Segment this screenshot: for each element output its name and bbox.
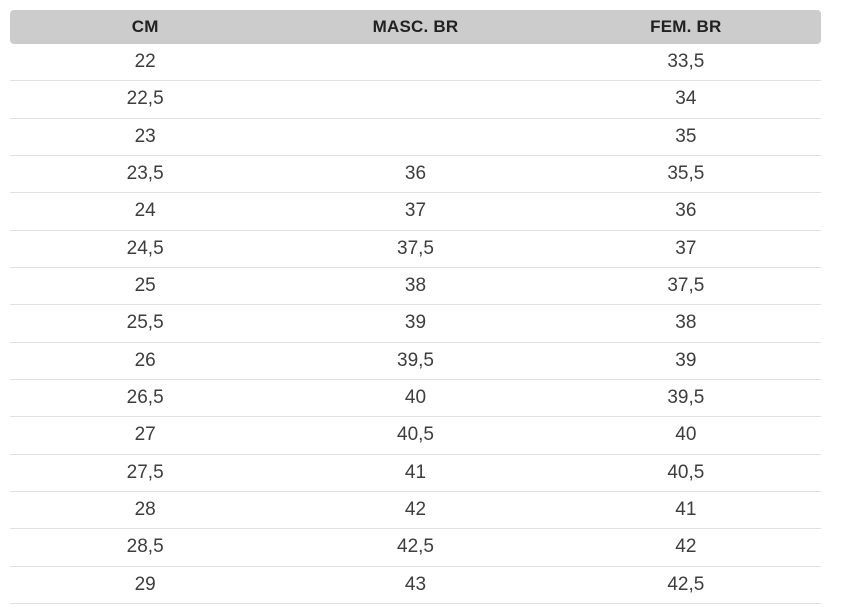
table-cell: 39,5 xyxy=(397,349,434,371)
table-cell: 25 xyxy=(134,275,156,297)
table-cell: 42 xyxy=(675,536,697,558)
table-cell: 29 xyxy=(134,573,156,595)
table-cell: 23,5 xyxy=(126,163,164,185)
table-cell: 41 xyxy=(675,499,697,521)
table-cell: 41 xyxy=(404,461,427,483)
column-header-fem-br: FEM. BR xyxy=(650,17,722,36)
table-cell: 40 xyxy=(404,387,427,409)
table-cell: 39 xyxy=(675,349,697,371)
table-cell: 34 xyxy=(675,88,697,110)
table-cell: 37,5 xyxy=(667,275,705,297)
table-row: 24 37 36 xyxy=(10,193,821,231)
table-cell: 37 xyxy=(404,200,427,222)
table-row: 25,5 39 38 xyxy=(10,305,821,343)
table-cell: 27,5 xyxy=(126,461,164,483)
table-row: 26 39,5 39 xyxy=(10,343,821,380)
table-cell: 28 xyxy=(134,499,156,521)
table-cell: 42 xyxy=(404,499,427,521)
table-row: 27,5 41 40,5 xyxy=(10,455,821,492)
table-row: 22,5 34 xyxy=(10,81,821,119)
table-cell: 35,5 xyxy=(667,163,705,185)
table-row: 23,5 36 35,5 xyxy=(10,156,821,194)
column-header-masc-br: MASC. BR xyxy=(372,17,459,36)
table-cell: 42,5 xyxy=(667,573,705,595)
table-cell: 24,5 xyxy=(126,237,164,259)
table-row: 23 35 xyxy=(10,119,821,156)
table-cell: 26 xyxy=(134,349,156,371)
table-cell: 22,5 xyxy=(126,88,164,110)
table-cell: 35 xyxy=(675,125,697,147)
table-row: 26,5 40 39,5 xyxy=(10,380,821,418)
table-row: 27 40,5 40 xyxy=(10,417,821,455)
size-conversion-table: CM MASC. BR FEM. BR 22 33,5 22,5 34 23 35 23,5 36… xyxy=(10,10,821,604)
table-row: 22 33,5 xyxy=(10,44,821,82)
table-cell: 37 xyxy=(675,237,697,259)
table-cell: 36 xyxy=(404,163,427,185)
table-row: 24,5 37,5 37 xyxy=(10,231,821,268)
table-cell: 39,5 xyxy=(667,387,705,409)
table-cell: 23 xyxy=(134,125,156,147)
table-cell: 26,5 xyxy=(126,387,164,409)
table-cell: 40,5 xyxy=(667,461,705,483)
table-cell: 39 xyxy=(404,312,427,334)
table-cell: 28,5 xyxy=(126,536,164,558)
table-row: 25 38 37,5 xyxy=(10,268,821,306)
table-cell: 27 xyxy=(134,424,156,446)
table-cell: 38 xyxy=(675,312,697,334)
table-cell: 25,5 xyxy=(126,312,164,334)
table-cell: 22 xyxy=(134,51,156,73)
table-cell: 36 xyxy=(675,200,697,222)
table-cell: 43 xyxy=(404,573,427,595)
column-header-cm: CM xyxy=(131,17,159,36)
table-cell: 38 xyxy=(404,275,427,297)
table-row: 29 43 42,5 xyxy=(10,567,821,604)
table-row: 28 42 41 xyxy=(10,492,821,530)
table-row: 28,5 42,5 42 xyxy=(10,529,821,567)
table-cell: 40,5 xyxy=(397,424,434,446)
table-cell: 40 xyxy=(675,424,697,446)
table-cell: 24 xyxy=(134,200,156,222)
table-header-row: CM MASC. BR FEM. BR xyxy=(10,10,821,44)
table-cell: 42,5 xyxy=(397,536,434,558)
table-cell: 37,5 xyxy=(397,237,434,259)
table-body: 22 33,5 22,5 34 23 35 23,5 36 35,5 24 37 36 24,5 37,5… xyxy=(10,44,821,604)
table-cell: 33,5 xyxy=(667,51,705,73)
